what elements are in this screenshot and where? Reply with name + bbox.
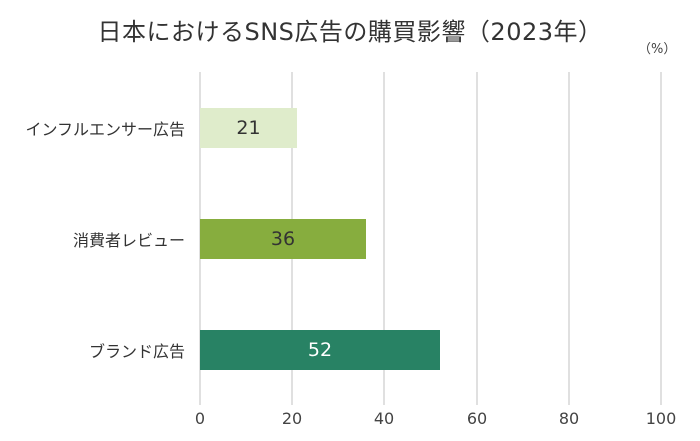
gridline	[383, 72, 385, 405]
bar-value-label: 52	[307, 339, 333, 361]
x-tick-label: 60	[466, 409, 488, 428]
category-label: 消費者レビュー	[72, 231, 185, 250]
category-label: ブランド広告	[88, 342, 185, 361]
x-tick-label: 80	[558, 409, 580, 428]
bar-value-label: 36	[270, 228, 296, 250]
bar-brand-ads: 52	[200, 330, 440, 370]
bar-consumer-reviews: 36	[200, 219, 366, 259]
gridline	[660, 72, 662, 405]
category-label: インフルエンサー広告	[25, 120, 185, 139]
unit-label: （%）	[638, 42, 677, 57]
x-tick-label: 20	[281, 409, 303, 428]
chart-title: 日本におけるSNS広告の購買影響（2023年）	[97, 18, 603, 46]
x-tick-label: 40	[373, 409, 395, 428]
gridline	[476, 72, 478, 405]
bar-value-label: 21	[236, 117, 261, 139]
bar-influencer-ads: 21	[200, 108, 297, 148]
x-tick-label: 100	[645, 409, 677, 428]
x-tick-label: 0	[194, 409, 206, 428]
gridline	[568, 72, 570, 405]
